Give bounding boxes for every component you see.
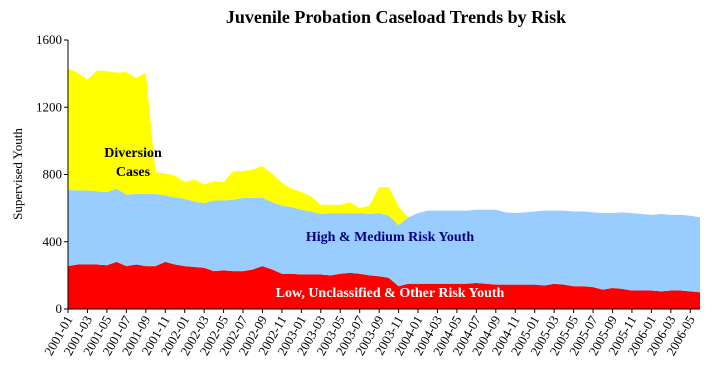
y-tick-label: 0	[56, 301, 63, 316]
y-axis-label: Supervised Youth	[10, 128, 25, 220]
axes	[64, 39, 700, 313]
series-label-diversion-line2: Cases	[116, 165, 151, 180]
area-series-0	[68, 261, 700, 309]
y-tick-label: 400	[43, 234, 63, 249]
area-series-1	[68, 188, 700, 293]
y-tick-label: 1200	[36, 99, 62, 114]
y-tick-label: 800	[43, 167, 63, 182]
x-tick-labels: 2001-012001-032001-052001-072001-092001-…	[41, 313, 698, 358]
area-series-2	[68, 68, 700, 225]
area-layer	[68, 68, 700, 309]
y-tick-labels: 0 400 800 1200 1600	[36, 32, 62, 316]
series-label-diversion-line1: Diversion	[104, 146, 162, 161]
chart-title: Juvenile Probation Caseload Trends by Ri…	[226, 7, 566, 27]
series-labels: Low, Unclassified & Other Risk Youth High…	[104, 146, 504, 301]
series-label-high-medium-risk: High & Medium Risk Youth	[306, 230, 475, 245]
series-label-low-risk: Low, Unclassified & Other Risk Youth	[276, 286, 505, 301]
y-tick-label: 1600	[36, 32, 62, 47]
